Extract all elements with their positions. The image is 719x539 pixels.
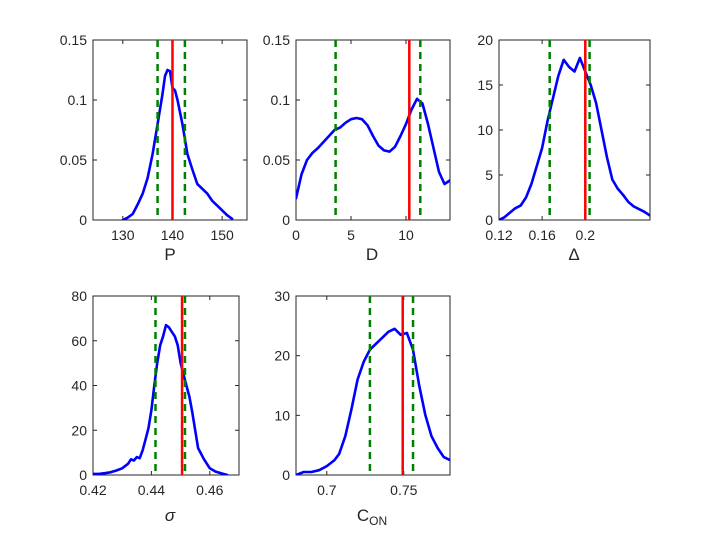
plot-lines	[296, 40, 450, 220]
density-curve	[499, 56, 650, 220]
axes-box	[295, 295, 451, 476]
x-tick-label: 0	[292, 227, 300, 243]
x-tick-label: 0.44	[138, 482, 165, 498]
x-tick-label: 150	[210, 227, 234, 243]
plot-lines	[296, 296, 450, 475]
x-tick-label: 0.75	[390, 482, 417, 498]
x-tick-label: 140	[161, 227, 185, 243]
axes-box	[92, 295, 240, 476]
y-tick-label: 0.15	[263, 32, 290, 48]
y-tick-label: 0	[79, 467, 87, 483]
x-tick-label: 0.2	[576, 227, 596, 243]
panel-delta: 0 5 10 15 20 0.12 0.16 0.2	[477, 32, 651, 243]
xlabel-sigma: σ	[165, 506, 176, 525]
xlabel-d: D	[366, 245, 378, 264]
y-tick-label: 0	[79, 212, 87, 228]
x-tick-label: 0.16	[529, 227, 556, 243]
axes-box	[92, 39, 248, 221]
x-tick-label: 5	[347, 227, 355, 243]
y-tick-label: 0.1	[271, 92, 291, 108]
y-tick-label: 15	[477, 77, 493, 93]
axes-box	[295, 39, 451, 221]
x-tick-label: 130	[111, 227, 135, 243]
y-tick-label: 0	[282, 467, 290, 483]
y-tick-label: 10	[477, 122, 493, 138]
y-tick-label: 0.15	[60, 32, 87, 48]
y-tick-label: 30	[274, 288, 290, 304]
xlabel-p: P	[164, 245, 175, 264]
plot-lines	[121, 40, 234, 220]
y-tick-label: 0	[485, 212, 493, 228]
density-curve	[93, 323, 229, 475]
y-tick-label: 40	[71, 378, 87, 394]
x-tick-label: 10	[398, 227, 414, 243]
panel-con: 0 10 20 30 0.7 0.75	[274, 288, 451, 498]
y-tick-label: 10	[274, 407, 290, 423]
y-tick-label: 0	[282, 212, 290, 228]
y-tick-label: 5	[485, 167, 493, 183]
y-tick-label: 0.1	[68, 92, 88, 108]
x-tick-label: 0.46	[196, 482, 223, 498]
panel-p: 0 0.05 0.1 0.15 130 140 150	[60, 32, 248, 243]
xlabel-delta: Δ	[568, 245, 579, 264]
xlabel-con: CON	[357, 506, 387, 528]
density-curve	[121, 68, 234, 220]
x-tick-label: 0.12	[485, 227, 512, 243]
y-tick-label: 80	[71, 288, 87, 304]
y-tick-label: 20	[477, 32, 493, 48]
panel-d: 0 0.05 0.1 0.15 0 5 10	[263, 32, 451, 243]
y-tick-label: 20	[274, 348, 290, 364]
x-tick-label: 0.7	[317, 482, 337, 498]
density-curve	[296, 97, 450, 200]
plot-lines	[499, 40, 650, 220]
y-tick-label: 20	[71, 422, 87, 438]
x-tick-label: 0.42	[79, 482, 106, 498]
panel-sigma: 0 20 40 60 80 0.42 0.44 0.46	[71, 288, 240, 498]
y-tick-label: 60	[71, 333, 87, 349]
axes-box	[498, 39, 651, 221]
plot-lines	[93, 296, 229, 475]
density-curve	[296, 327, 450, 475]
y-tick-label: 0.05	[60, 152, 87, 168]
y-tick-label: 0.05	[263, 152, 290, 168]
